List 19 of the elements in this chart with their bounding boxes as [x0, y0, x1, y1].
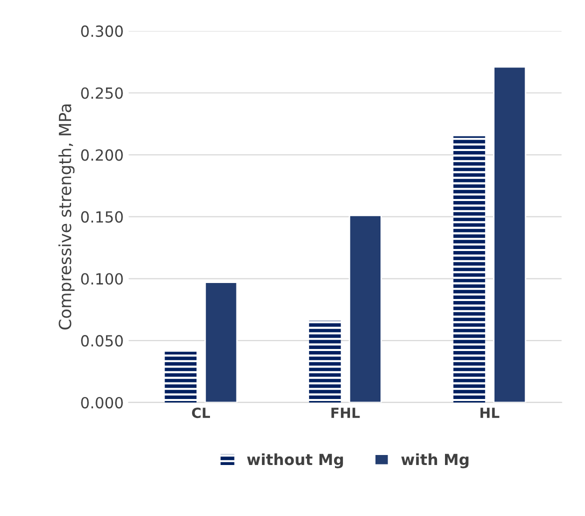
- bar: [309, 320, 341, 402]
- x-tick-label: CL: [192, 408, 210, 418]
- y-tick-label: 0.250: [81, 87, 123, 99]
- legend-label: without Mg: [247, 453, 343, 468]
- y-tick-label: 0.050: [81, 335, 123, 347]
- legend-label: with Mg: [401, 453, 468, 468]
- y-tick-label: 0.300: [81, 25, 123, 37]
- y-tick-label: 0.200: [81, 149, 123, 161]
- y-tick-label: 0.100: [81, 273, 123, 285]
- bar: [348, 214, 382, 402]
- y-axis-title: Compressive strength, MPa: [58, 104, 75, 330]
- bar: [204, 282, 238, 402]
- y-tick-label: 0.000: [81, 396, 123, 408]
- y-tick-label: 0.150: [81, 211, 123, 223]
- bar: [453, 136, 486, 402]
- bar: [164, 352, 197, 402]
- x-tick-label: HL: [480, 408, 500, 418]
- bar: [493, 66, 526, 402]
- x-tick-label: FHL: [331, 408, 360, 418]
